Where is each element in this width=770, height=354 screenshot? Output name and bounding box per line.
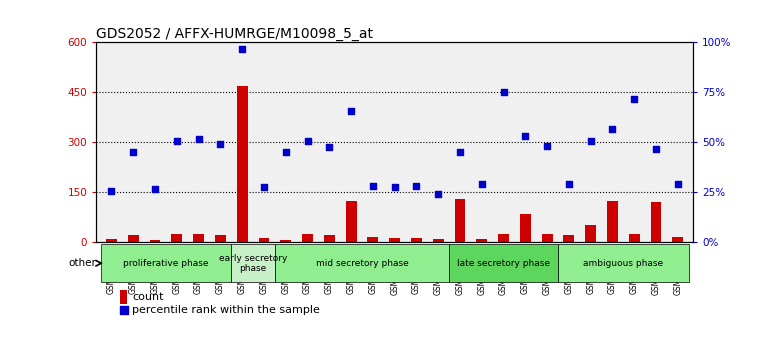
Text: percentile rank within the sample: percentile rank within the sample xyxy=(132,304,320,315)
Bar xyxy=(215,235,226,242)
Point xyxy=(236,46,249,52)
FancyBboxPatch shape xyxy=(558,244,688,282)
Bar xyxy=(498,234,509,242)
Point xyxy=(214,141,226,147)
FancyBboxPatch shape xyxy=(231,244,275,282)
Point xyxy=(323,144,336,150)
Bar xyxy=(324,235,335,242)
Point xyxy=(105,188,118,193)
Point xyxy=(389,184,401,190)
Bar xyxy=(106,239,117,242)
Point xyxy=(497,90,510,95)
Point xyxy=(192,136,205,142)
Bar xyxy=(120,291,127,304)
Point xyxy=(345,108,357,114)
Bar xyxy=(454,199,465,242)
Point xyxy=(454,149,466,155)
FancyBboxPatch shape xyxy=(275,244,449,282)
FancyBboxPatch shape xyxy=(101,244,231,282)
Text: other: other xyxy=(69,258,97,268)
Text: GDS2052 / AFFX-HUMRGE/M10098_5_at: GDS2052 / AFFX-HUMRGE/M10098_5_at xyxy=(96,28,373,41)
Bar xyxy=(585,225,596,242)
Bar xyxy=(477,239,487,242)
Bar xyxy=(629,234,640,242)
Text: count: count xyxy=(132,292,163,302)
Bar xyxy=(541,234,553,242)
Bar xyxy=(607,200,618,242)
Point xyxy=(563,181,575,187)
Point xyxy=(650,146,662,152)
FancyBboxPatch shape xyxy=(449,244,558,282)
Point xyxy=(127,149,139,155)
Point xyxy=(519,133,531,138)
Point xyxy=(258,184,270,190)
Text: proliferative phase: proliferative phase xyxy=(123,259,209,268)
Bar xyxy=(149,240,160,242)
Bar xyxy=(193,234,204,242)
Bar xyxy=(280,240,291,242)
Point xyxy=(476,181,488,187)
Bar xyxy=(367,237,378,242)
Bar xyxy=(411,238,422,242)
Point xyxy=(606,126,618,132)
Point xyxy=(541,143,553,148)
Bar xyxy=(564,235,574,242)
Point xyxy=(118,307,130,312)
Bar xyxy=(520,214,531,242)
Text: late secretory phase: late secretory phase xyxy=(457,259,550,268)
Point xyxy=(280,149,292,155)
Text: ambiguous phase: ambiguous phase xyxy=(583,259,664,268)
Text: mid secretory phase: mid secretory phase xyxy=(316,259,408,268)
Bar xyxy=(172,234,182,242)
Bar xyxy=(259,238,270,242)
Point xyxy=(367,183,379,188)
Bar xyxy=(672,237,683,242)
Bar xyxy=(128,235,139,242)
Point xyxy=(432,191,444,197)
Point xyxy=(171,138,183,143)
Point xyxy=(301,138,313,143)
Bar xyxy=(236,86,248,242)
Bar xyxy=(389,238,400,242)
Point xyxy=(410,183,423,188)
Bar xyxy=(346,200,357,242)
Bar xyxy=(433,239,444,242)
Point xyxy=(149,186,161,192)
Point xyxy=(584,138,597,143)
Text: early secretory
phase: early secretory phase xyxy=(219,253,287,273)
Bar xyxy=(302,234,313,242)
Point xyxy=(628,96,641,102)
Bar xyxy=(651,202,661,242)
Point xyxy=(671,181,684,187)
